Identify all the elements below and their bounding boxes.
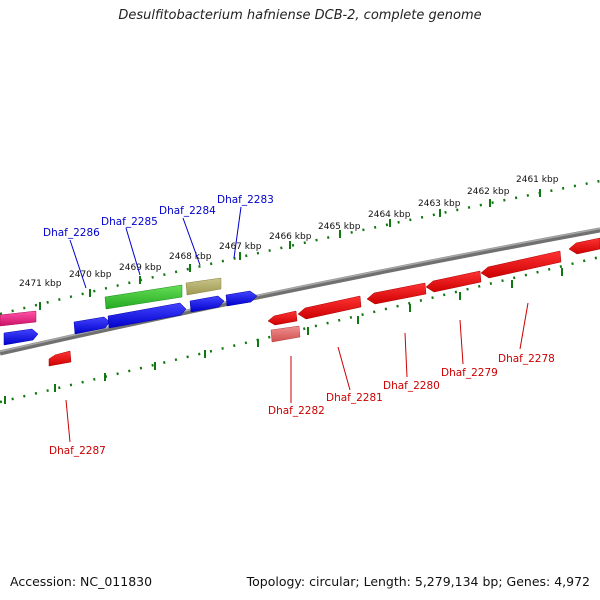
gene-2281[interactable] <box>297 295 362 320</box>
gene-2284-other[interactable] <box>185 277 222 296</box>
map-title: Desulfitobacterium hafniense DCB-2, comp… <box>118 8 482 23</box>
kbp-label-2463: 2463 kbp <box>418 199 461 209</box>
kbp-label-2468: 2468 kbp <box>169 252 212 262</box>
blue-leader-lines <box>69 206 242 289</box>
outer-major-ticks <box>39 189 541 310</box>
gene-2287[interactable] <box>48 350 72 367</box>
gene-blue-left[interactable] <box>3 328 39 346</box>
gene-2280[interactable] <box>366 282 427 305</box>
gene-red-right[interactable] <box>568 237 600 255</box>
kbp-label-2467: 2467 kbp <box>219 242 262 252</box>
gene-blue-d[interactable] <box>225 290 258 307</box>
label-dhaf-2283[interactable]: Dhaf_2283 <box>217 194 274 206</box>
backbone-line <box>0 227 600 356</box>
genome-summary-text: Topology: circular; Length: 5,279,134 bp… <box>246 574 590 589</box>
kbp-label-2470: 2470 kbp <box>69 270 112 280</box>
label-dhaf-2282[interactable]: Dhaf_2282 <box>268 405 325 417</box>
label-dhaf-2286[interactable]: Dhaf_2286 <box>43 227 100 239</box>
label-dhaf-2279[interactable]: Dhaf_2279 <box>441 367 498 379</box>
gene-red-2283pos[interactable] <box>267 310 298 326</box>
gene-blue-c[interactable] <box>189 295 225 313</box>
inner-major-ticks <box>4 268 563 404</box>
kbp-label-2462: 2462 kbp <box>467 187 510 197</box>
kbp-label-2461: 2461 kbp <box>516 175 559 185</box>
label-dhaf-2278[interactable]: Dhaf_2278 <box>498 353 555 365</box>
kbp-label-2465: 2465 kbp <box>318 222 361 232</box>
red-leader-lines <box>65 302 529 443</box>
kbp-label-2469: 2469 kbp <box>119 263 162 273</box>
label-dhaf-2284[interactable]: Dhaf_2284 <box>159 205 216 217</box>
label-dhaf-2280[interactable]: Dhaf_2280 <box>383 380 440 392</box>
gene-blue-a[interactable] <box>73 316 111 335</box>
gene-2278[interactable] <box>480 250 562 279</box>
accession-text: Accession: NC_011830 <box>10 574 153 589</box>
gene-2282-salmon[interactable] <box>270 325 301 343</box>
kbp-label-2466: 2466 kbp <box>269 232 312 242</box>
gene-2286-rna[interactable] <box>104 284 183 310</box>
outer-tick-ring <box>0 179 600 316</box>
kbp-label-2464: 2464 kbp <box>368 210 411 220</box>
gene-blue-b[interactable] <box>107 302 187 329</box>
gene-2279[interactable] <box>425 270 482 293</box>
label-dhaf-2281[interactable]: Dhaf_2281 <box>326 392 383 404</box>
label-dhaf-2287[interactable]: Dhaf_2287 <box>49 445 106 457</box>
label-dhaf-2285[interactable]: Dhaf_2285 <box>101 216 158 228</box>
kbp-label-2471: 2471 kbp <box>19 279 62 289</box>
gene-pink-left[interactable] <box>0 310 37 327</box>
backbone-highlight <box>0 227 600 353</box>
